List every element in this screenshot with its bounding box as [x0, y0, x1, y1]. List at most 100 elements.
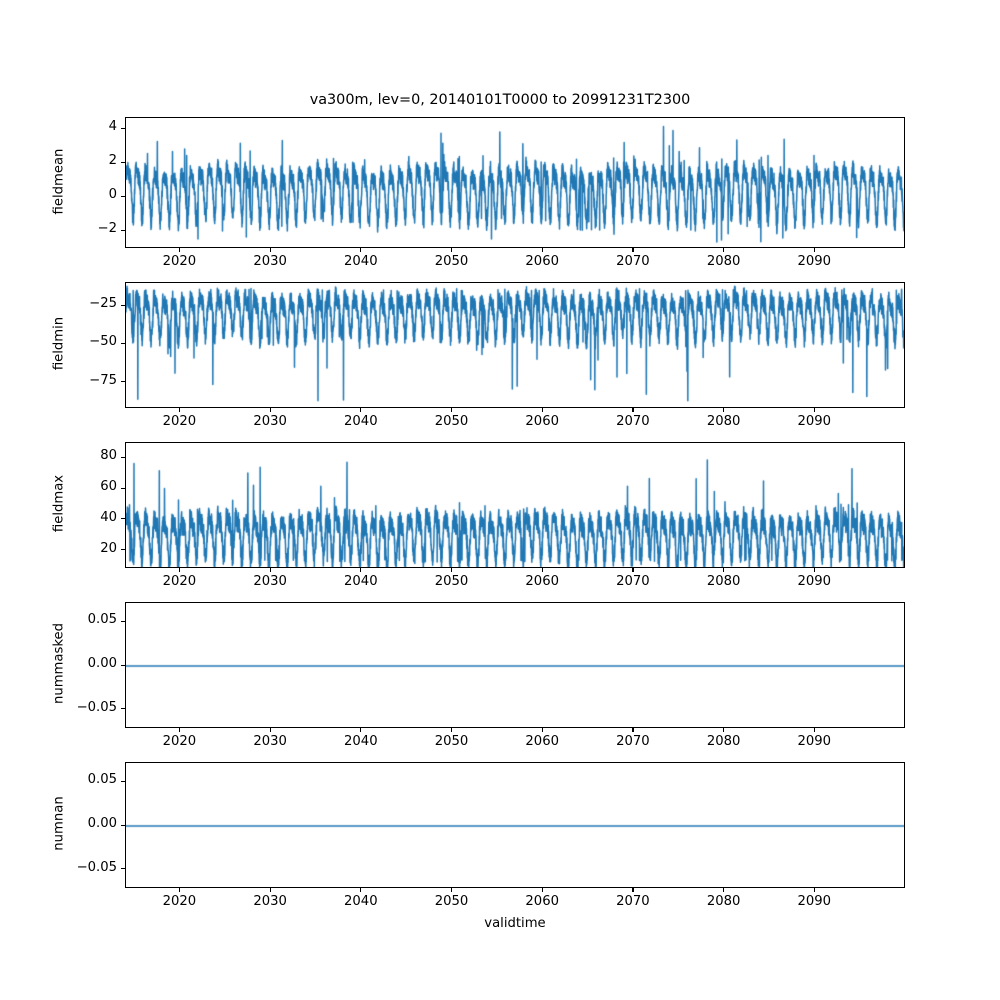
y-tick-label-numnan: 0.05 [87, 772, 117, 788]
x-tick-mark [178, 888, 180, 892]
y-tick-label-fieldmean: 0 [108, 187, 117, 203]
y-tick-mark [121, 195, 125, 197]
x-tick-label: 2040 [344, 574, 378, 589]
plot-line-fieldmax [126, 443, 904, 567]
x-tick-label: 2090 [797, 574, 832, 589]
x-tick-label: 2030 [253, 894, 287, 909]
x-tick-label: 2060 [525, 894, 559, 909]
x-tick-mark [541, 408, 543, 412]
y-tick-label-fieldmin: −75 [89, 372, 117, 388]
plot-line-nummasked [126, 603, 904, 727]
x-tick-mark [360, 408, 362, 412]
x-tick-mark [632, 888, 634, 892]
x-tick-mark [451, 248, 453, 252]
y-tick-label-fieldmax: 20 [100, 540, 117, 556]
x-tick-mark [541, 248, 543, 252]
x-tick-mark [178, 248, 180, 252]
x-tick-label: 2060 [525, 414, 559, 429]
x-tick-mark [541, 888, 543, 892]
y-tick-mark [121, 664, 125, 666]
y-tick-label-numnan: 0.00 [87, 816, 117, 831]
x-tick-mark [451, 408, 453, 412]
x-tick-mark [541, 728, 543, 732]
x-tick-mark [632, 248, 634, 252]
x-tick-label: 2060 [525, 254, 559, 269]
plot-line-numnan [126, 763, 904, 887]
x-tick-label: 2060 [525, 574, 559, 589]
x-tick-label: 2050 [434, 894, 469, 909]
y-tick-label-fieldmax: 60 [100, 479, 117, 495]
y-tick-mark [121, 708, 125, 710]
y-tick-label-fieldmax: 40 [100, 509, 117, 525]
x-tick-mark [451, 888, 453, 892]
x-tick-label: 2070 [616, 414, 650, 429]
x-tick-mark [813, 728, 815, 732]
x-tick-mark [723, 248, 725, 252]
x-tick-mark [269, 248, 271, 252]
x-axis-label: validtime [484, 916, 546, 931]
x-tick-mark [723, 888, 725, 892]
y-tick-label-nummasked: −0.05 [76, 699, 117, 715]
x-tick-mark [541, 568, 543, 572]
x-tick-label: 2080 [706, 414, 741, 429]
y-tick-mark [121, 161, 125, 163]
x-tick-mark [360, 568, 362, 572]
x-tick-label: 2070 [616, 894, 650, 909]
y-tick-mark [121, 518, 125, 520]
x-tick-label: 2080 [706, 734, 741, 749]
x-tick-mark [813, 568, 815, 572]
x-tick-label: 2090 [797, 254, 832, 269]
x-tick-mark [360, 248, 362, 252]
x-tick-label: 2030 [253, 574, 287, 589]
y-tick-mark [121, 549, 125, 551]
x-tick-mark [269, 888, 271, 892]
y-tick-label-nummasked: 0.00 [87, 656, 117, 671]
x-tick-label: 2090 [797, 894, 832, 909]
y-tick-mark [121, 229, 125, 231]
y-tick-mark [121, 487, 125, 489]
x-tick-label: 2080 [706, 894, 741, 909]
y-tick-label-fieldmean: 2 [108, 153, 117, 169]
y-tick-label-nummasked: 0.05 [87, 612, 117, 628]
x-tick-mark [451, 728, 453, 732]
x-tick-mark [723, 408, 725, 412]
y-tick-mark [121, 381, 125, 383]
x-tick-mark [360, 728, 362, 732]
x-tick-label: 2070 [616, 734, 650, 749]
x-tick-label: 2070 [616, 574, 650, 589]
x-tick-label: 2080 [706, 254, 741, 269]
x-tick-mark [269, 728, 271, 732]
x-tick-mark [178, 568, 180, 572]
x-tick-mark [813, 248, 815, 252]
x-tick-label: 2020 [162, 894, 197, 909]
x-tick-mark [178, 728, 180, 732]
x-tick-label: 2030 [253, 254, 287, 269]
subplot-fieldmax [125, 442, 905, 568]
x-tick-label: 2020 [162, 414, 197, 429]
x-tick-label: 2030 [253, 734, 287, 749]
y-tick-label-fieldmean: 4 [108, 119, 117, 135]
y-tick-label-numnan: −0.05 [76, 859, 117, 875]
x-tick-label: 2050 [434, 574, 469, 589]
x-tick-label: 2030 [253, 414, 287, 429]
x-tick-label: 2020 [162, 254, 197, 269]
figure-title: va300m, lev=0, 20140101T0000 to 20991231… [309, 92, 691, 108]
subplot-numnan [125, 762, 905, 888]
y-tick-mark [121, 620, 125, 622]
x-tick-label: 2090 [797, 414, 832, 429]
x-tick-label: 2040 [344, 734, 378, 749]
plot-line-fieldmean [126, 118, 904, 247]
y-tick-mark [121, 868, 125, 870]
y-axis-label-numnan: numnan [51, 796, 67, 851]
x-tick-mark [269, 408, 271, 412]
x-tick-mark [632, 568, 634, 572]
x-tick-label: 2080 [706, 574, 741, 589]
y-tick-mark [121, 127, 125, 129]
x-tick-label: 2020 [162, 574, 197, 589]
x-tick-mark [813, 408, 815, 412]
y-tick-mark [121, 304, 125, 306]
x-tick-label: 2060 [525, 734, 559, 749]
x-tick-label: 2090 [797, 734, 832, 749]
y-tick-mark [121, 780, 125, 782]
